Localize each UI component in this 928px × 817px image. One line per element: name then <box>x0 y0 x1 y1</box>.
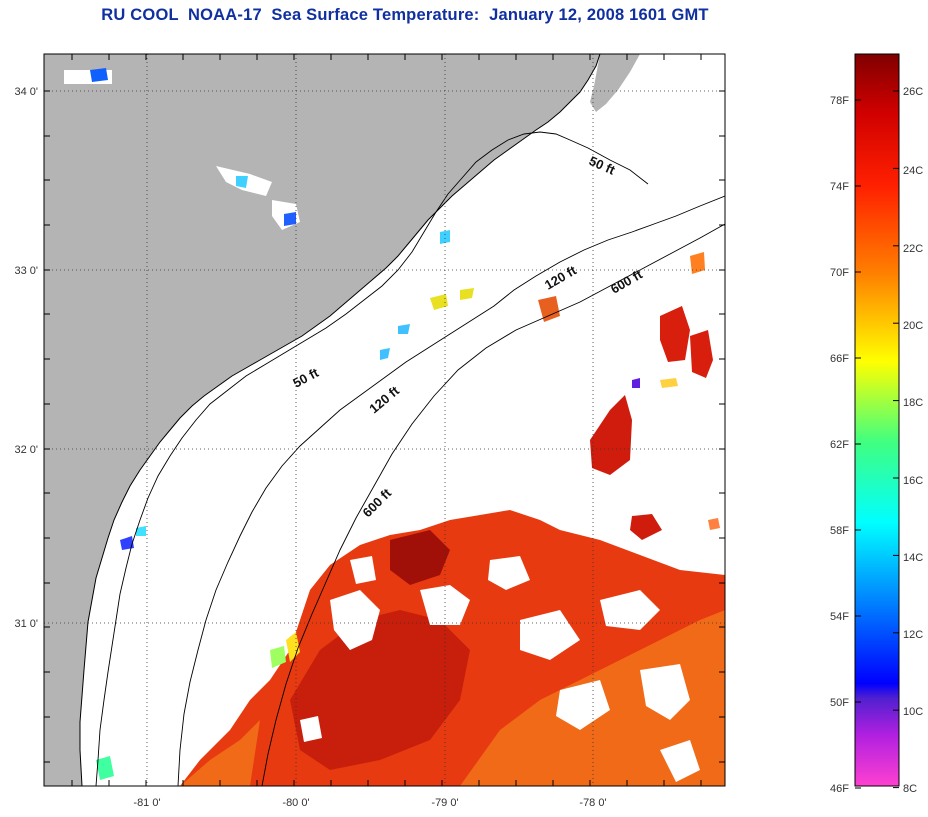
graticule <box>44 54 725 786</box>
map-title: RU COOL NOAA-17 Sea Surface Temperature:… <box>101 6 709 24</box>
map-frame <box>43 53 726 787</box>
colorbar-f-label: 66F <box>830 353 849 365</box>
colorbar-f-label: 58F <box>830 525 849 537</box>
lat-label: 33 0' <box>14 265 38 277</box>
contour-50ft <box>95 131 649 786</box>
colorbar-c-label: 20C <box>903 320 923 332</box>
colorbar-f-label: 78F <box>830 95 849 107</box>
colorbar-f-label: 54F <box>830 611 849 623</box>
colorbar-f-label: 70F <box>830 267 849 279</box>
colorbar <box>854 53 900 787</box>
lat-label: 31 0' <box>14 618 38 630</box>
contour-120ft <box>177 195 725 786</box>
land-cape <box>590 54 640 112</box>
colorbar-c-label: 14C <box>903 552 923 564</box>
lon-label: -81 0' <box>133 797 160 809</box>
colorbar-f-label: 62F <box>830 439 849 451</box>
colorbar-f-label: 46F <box>830 783 849 795</box>
coastline <box>79 54 601 786</box>
colorbar-c-label: 8C <box>903 783 917 795</box>
colorbar-ticks <box>855 90 899 789</box>
lat-label: 32 0' <box>14 444 38 456</box>
lat-label: 34 0' <box>14 86 38 98</box>
colorbar-c-label: 12C <box>903 629 923 641</box>
lon-label: -78 0' <box>579 797 606 809</box>
colorbar-c-label: 18C <box>903 397 923 409</box>
colorbar-c-label: 10C <box>903 706 923 718</box>
lon-label: -79 0' <box>431 797 458 809</box>
colorbar-c-label: 26C <box>903 86 923 98</box>
cloud-gaps <box>300 556 700 782</box>
colorbar-c-label: 16C <box>903 475 923 487</box>
colorbar-f-label: 50F <box>830 697 849 709</box>
frame-ticks <box>44 54 725 786</box>
contour-600ft <box>261 223 725 786</box>
land-mass <box>44 54 600 786</box>
colorbar-c-label: 24C <box>903 165 923 177</box>
lon-label: -80 0' <box>282 797 309 809</box>
colorbar-c-label: 22C <box>903 243 923 255</box>
colorbar-f-label: 74F <box>830 181 849 193</box>
